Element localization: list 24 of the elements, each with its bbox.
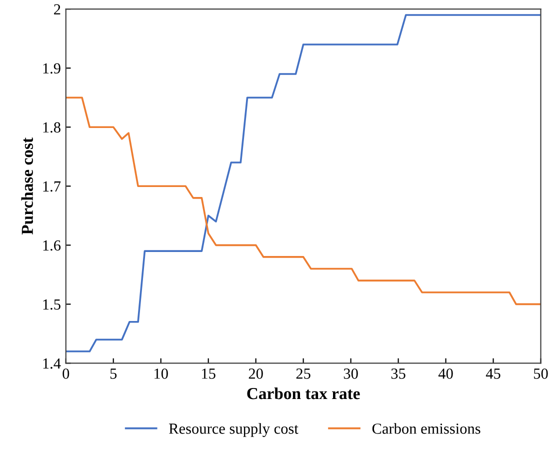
x-tick-label: 20 <box>248 368 263 379</box>
legend-label: Resource supply cost <box>169 423 298 437</box>
x-tick-label: 35 <box>391 368 406 379</box>
x-tick-label: 40 <box>438 368 453 379</box>
y-tick-label: 1.8 <box>43 122 60 133</box>
line-series <box>66 96 541 306</box>
y-tick-label: 2 <box>54 4 60 14</box>
x-tick-label: 50 <box>534 368 548 379</box>
y-tick-label: 1.9 <box>43 63 60 74</box>
y-tick-label: 1.6 <box>43 240 61 251</box>
x-tick-label: 0 <box>62 368 70 379</box>
x-tick-label: 30 <box>344 368 358 379</box>
x-tick-label: 45 <box>486 368 500 379</box>
x-tick-label: 10 <box>154 368 168 379</box>
y-tick-label: 1.7 <box>43 181 61 192</box>
x-tick-label: 25 <box>296 368 310 379</box>
x-tick-label: 5 <box>110 368 117 379</box>
y-tick-label: 1.4 <box>43 358 61 369</box>
y-axis-title: Purchase cost <box>21 138 34 235</box>
x-axis-title: Carbon tax rate <box>247 387 360 400</box>
legend-label: Carbon emissions <box>372 423 480 434</box>
line-series <box>66 14 541 352</box>
y-tick-label: 1.5 <box>43 299 60 310</box>
x-tick-label: 15 <box>202 368 216 379</box>
